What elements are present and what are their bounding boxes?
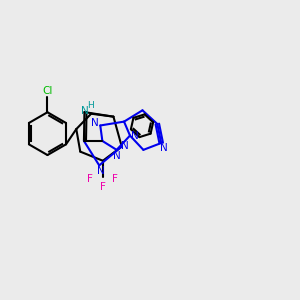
Text: N: N [131,130,139,141]
Text: N: N [81,106,88,116]
Text: N: N [122,141,129,151]
Text: F: F [100,182,106,192]
Text: N: N [160,143,168,153]
Text: N: N [97,166,105,176]
Text: H: H [87,101,94,110]
Text: F: F [112,174,118,184]
Text: N: N [113,151,121,161]
Text: F: F [87,174,93,184]
Text: N: N [91,118,99,128]
Text: Cl: Cl [42,86,52,96]
